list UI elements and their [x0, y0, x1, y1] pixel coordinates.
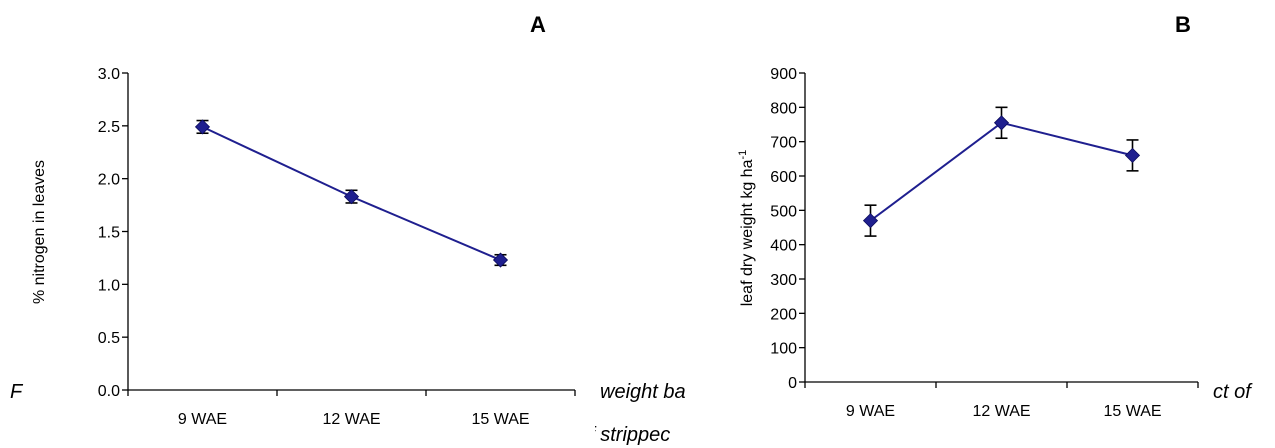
y-axis-label: leaf dry weight kg ha-1	[737, 150, 756, 307]
y-tick-label: 500	[770, 203, 797, 220]
y-tick-label: 100	[770, 341, 797, 358]
x-tick-label: 15 WAE	[1103, 403, 1161, 420]
y-tick-label: 700	[770, 135, 797, 152]
caption-fragment-mid-bottom: of strippec	[578, 424, 670, 446]
data-point-diamond	[993, 115, 1010, 131]
panel-label: B	[1175, 12, 1191, 37]
y-tick-label: 300	[770, 272, 797, 289]
data-point-diamond	[1124, 147, 1141, 163]
y-tick-label: 0.0	[98, 383, 120, 400]
caption-fragment-right: ct of	[1213, 381, 1253, 403]
data-point-diamond	[492, 252, 509, 268]
y-tick-label: 800	[770, 100, 797, 117]
caption-fragment-left: F	[10, 381, 24, 403]
data-point-diamond	[194, 119, 211, 135]
x-tick-label: 9 WAE	[178, 411, 227, 428]
y-tick-label: 200	[770, 306, 797, 323]
plot-b-background	[706, 45, 1206, 448]
y-axis-label-superscript: -1	[737, 150, 749, 160]
y-tick-label: 2.5	[98, 119, 120, 136]
chart-b: 0 100 200 300 400 500 600 700 800 900 9 WAE 12 WAE 1…	[737, 12, 1199, 420]
y-tick-label: 600	[770, 169, 797, 186]
data-point-diamond	[862, 213, 879, 229]
caption-fragment-mid-top: weight ba	[600, 381, 686, 403]
y-tick-label: 1.5	[98, 225, 120, 242]
plot-a-background	[40, 45, 595, 448]
y-tick-label: 900	[770, 66, 797, 83]
y-tick-label: 400	[770, 238, 797, 255]
y-tick-label: 2.0	[98, 172, 120, 189]
panel-label: A	[530, 12, 546, 37]
x-tick-label: 15 WAE	[471, 411, 529, 428]
chart-a: 0.0 0.5 1.0 1.5 2.0 2.5 3.0 9 WAE 12 WAE 15 WAE % …	[31, 12, 576, 428]
x-tick-label: 12 WAE	[972, 403, 1030, 420]
y-tick-label: 1.0	[98, 277, 120, 294]
y-axis-label: % nitrogen in leaves	[31, 160, 48, 304]
y-tick-label: 0	[788, 375, 797, 392]
y-tick-label: 0.5	[98, 330, 120, 347]
data-point-diamond	[343, 189, 360, 205]
x-tick-label: 9 WAE	[846, 403, 895, 420]
y-tick-label: 3.0	[98, 66, 120, 83]
x-tick-label: 12 WAE	[322, 411, 380, 428]
